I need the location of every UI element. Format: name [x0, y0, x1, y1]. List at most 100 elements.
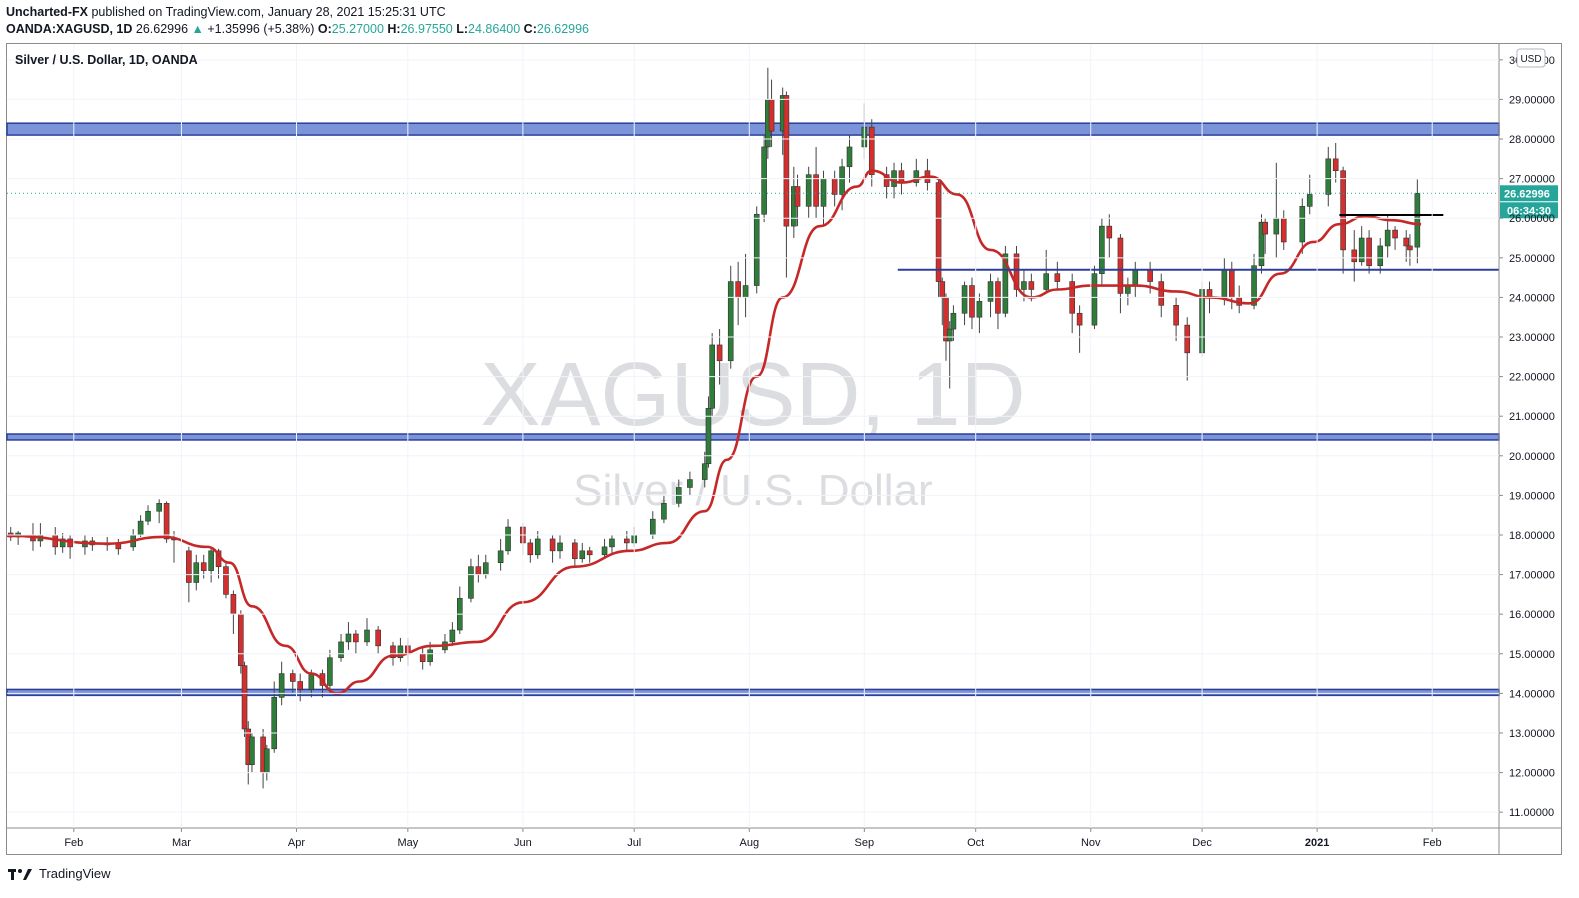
- last-price-label: 26.62996: [1504, 188, 1550, 200]
- candle-body: [482, 562, 489, 575]
- candle-body: [649, 518, 656, 536]
- high-label: H:: [387, 22, 401, 36]
- candle-body: [1392, 229, 1398, 239]
- candle-body: [813, 174, 819, 207]
- candle-body: [1377, 245, 1384, 267]
- support-resistance-zone: [6, 688, 1500, 697]
- candle-body: [1407, 245, 1413, 251]
- footer-brand[interactable]: TradingView: [8, 866, 111, 881]
- candle-body: [961, 285, 968, 314]
- candle-body: [338, 641, 344, 659]
- x-tick-label: Feb: [64, 837, 83, 849]
- candle-body: [624, 538, 630, 544]
- y-tick-label: 19.00000: [1509, 490, 1555, 502]
- candle-body: [1043, 273, 1050, 290]
- chart-title: Silver / U.S. Dollar, 1D, OANDA: [15, 53, 198, 67]
- candle-body: [297, 681, 304, 690]
- last-price-box: [1500, 185, 1558, 202]
- y-tick-label: 28.00000: [1509, 134, 1555, 146]
- candle-body: [137, 520, 144, 536]
- candle-body: [742, 285, 749, 298]
- publish-date: published on TradingView.com, January 28…: [91, 5, 446, 19]
- last-price-tag: 26.62996 06:34:30: [1500, 185, 1558, 219]
- candle-body: [475, 566, 482, 575]
- candle-body: [1132, 269, 1139, 286]
- candle-body: [1273, 217, 1280, 235]
- candle-body: [264, 748, 270, 773]
- candle-body: [753, 213, 760, 286]
- open-label: O:: [317, 22, 332, 36]
- candle-body: [549, 538, 556, 552]
- y-tick-label: 16.00000: [1509, 609, 1555, 621]
- candle-body: [1366, 237, 1372, 267]
- candle-body: [397, 645, 404, 659]
- candle-body: [1258, 221, 1265, 267]
- candle-body: [1013, 253, 1020, 290]
- symbol-label: OANDA:XAGUSD, 1D: [6, 22, 133, 36]
- candle-body: [1340, 170, 1346, 251]
- candle-body: [505, 526, 511, 552]
- candle-body: [705, 407, 712, 465]
- publish-info: Uncharted-FX published on TradingView.co…: [6, 5, 446, 19]
- candle-body: [364, 629, 370, 643]
- close-value: 26.62996: [536, 22, 590, 36]
- candle-body: [1351, 249, 1358, 263]
- y-tick-label: 21.00000: [1509, 411, 1555, 423]
- candle-body: [156, 503, 162, 512]
- candle-body: [308, 673, 315, 690]
- candle-body: [701, 463, 708, 480]
- y-tick-label: 14.00000: [1509, 688, 1555, 700]
- candle-body: [586, 550, 593, 556]
- candle-body: [527, 542, 534, 556]
- candle-body: [1117, 237, 1124, 294]
- candle-body: [1325, 158, 1332, 195]
- candle-body: [1221, 269, 1228, 298]
- countdown-label: 06:34:30: [1507, 205, 1551, 217]
- candle-body: [419, 653, 426, 662]
- x-tick-label: Oct: [967, 837, 984, 849]
- candle-body: [1251, 265, 1257, 306]
- x-tick-label: Mar: [172, 837, 191, 849]
- currency-label: USD: [1520, 54, 1541, 65]
- candle-body: [868, 126, 875, 175]
- support-resistance-zone: [6, 122, 1500, 136]
- candle-body: [497, 550, 504, 564]
- y-tick-label: 27.00000: [1509, 174, 1555, 186]
- x-tick-label: 2021: [1305, 837, 1329, 849]
- candle-body: [1306, 194, 1313, 207]
- author-name[interactable]: Uncharted-FX: [6, 5, 88, 19]
- candle-body: [783, 95, 790, 227]
- candle-body: [883, 174, 890, 187]
- high-value: 26.97550: [400, 22, 453, 36]
- low-label: L:: [456, 22, 469, 36]
- candle-body: [1299, 206, 1306, 243]
- candle-body: [278, 673, 285, 698]
- candle-body: [831, 178, 838, 195]
- candle-body: [193, 562, 200, 583]
- candle-body: [1028, 281, 1035, 290]
- candle-body: [950, 312, 957, 330]
- candle-body: [163, 503, 170, 540]
- candle-body: [534, 538, 541, 556]
- currency-badge-box: [1516, 48, 1546, 68]
- up-arrow-icon: ▲: [191, 22, 204, 36]
- x-tick-label: Dec: [1192, 837, 1212, 849]
- footer-brand-label: TradingView: [39, 866, 111, 881]
- y-tick-label: 11.00000: [1509, 807, 1554, 819]
- candle-body: [208, 550, 214, 571]
- watermark-name: Silver / U.S. Dollar: [573, 466, 932, 515]
- watermark-symbol: XAGUSD, 1D: [480, 345, 1025, 445]
- y-tick-label: 22.00000: [1509, 372, 1555, 384]
- candle-body: [1280, 217, 1287, 243]
- candle-body: [289, 673, 296, 682]
- candle-body: [1403, 237, 1410, 247]
- candle-body: [716, 344, 723, 362]
- y-tick-label: 20.00000: [1509, 451, 1555, 463]
- candle-body: [1184, 324, 1191, 354]
- candle-body: [976, 301, 983, 318]
- currency-badge: USD: [1516, 48, 1546, 68]
- candle-body: [238, 613, 244, 666]
- x-tick-label: Jun: [514, 837, 532, 849]
- candle-body: [241, 665, 248, 730]
